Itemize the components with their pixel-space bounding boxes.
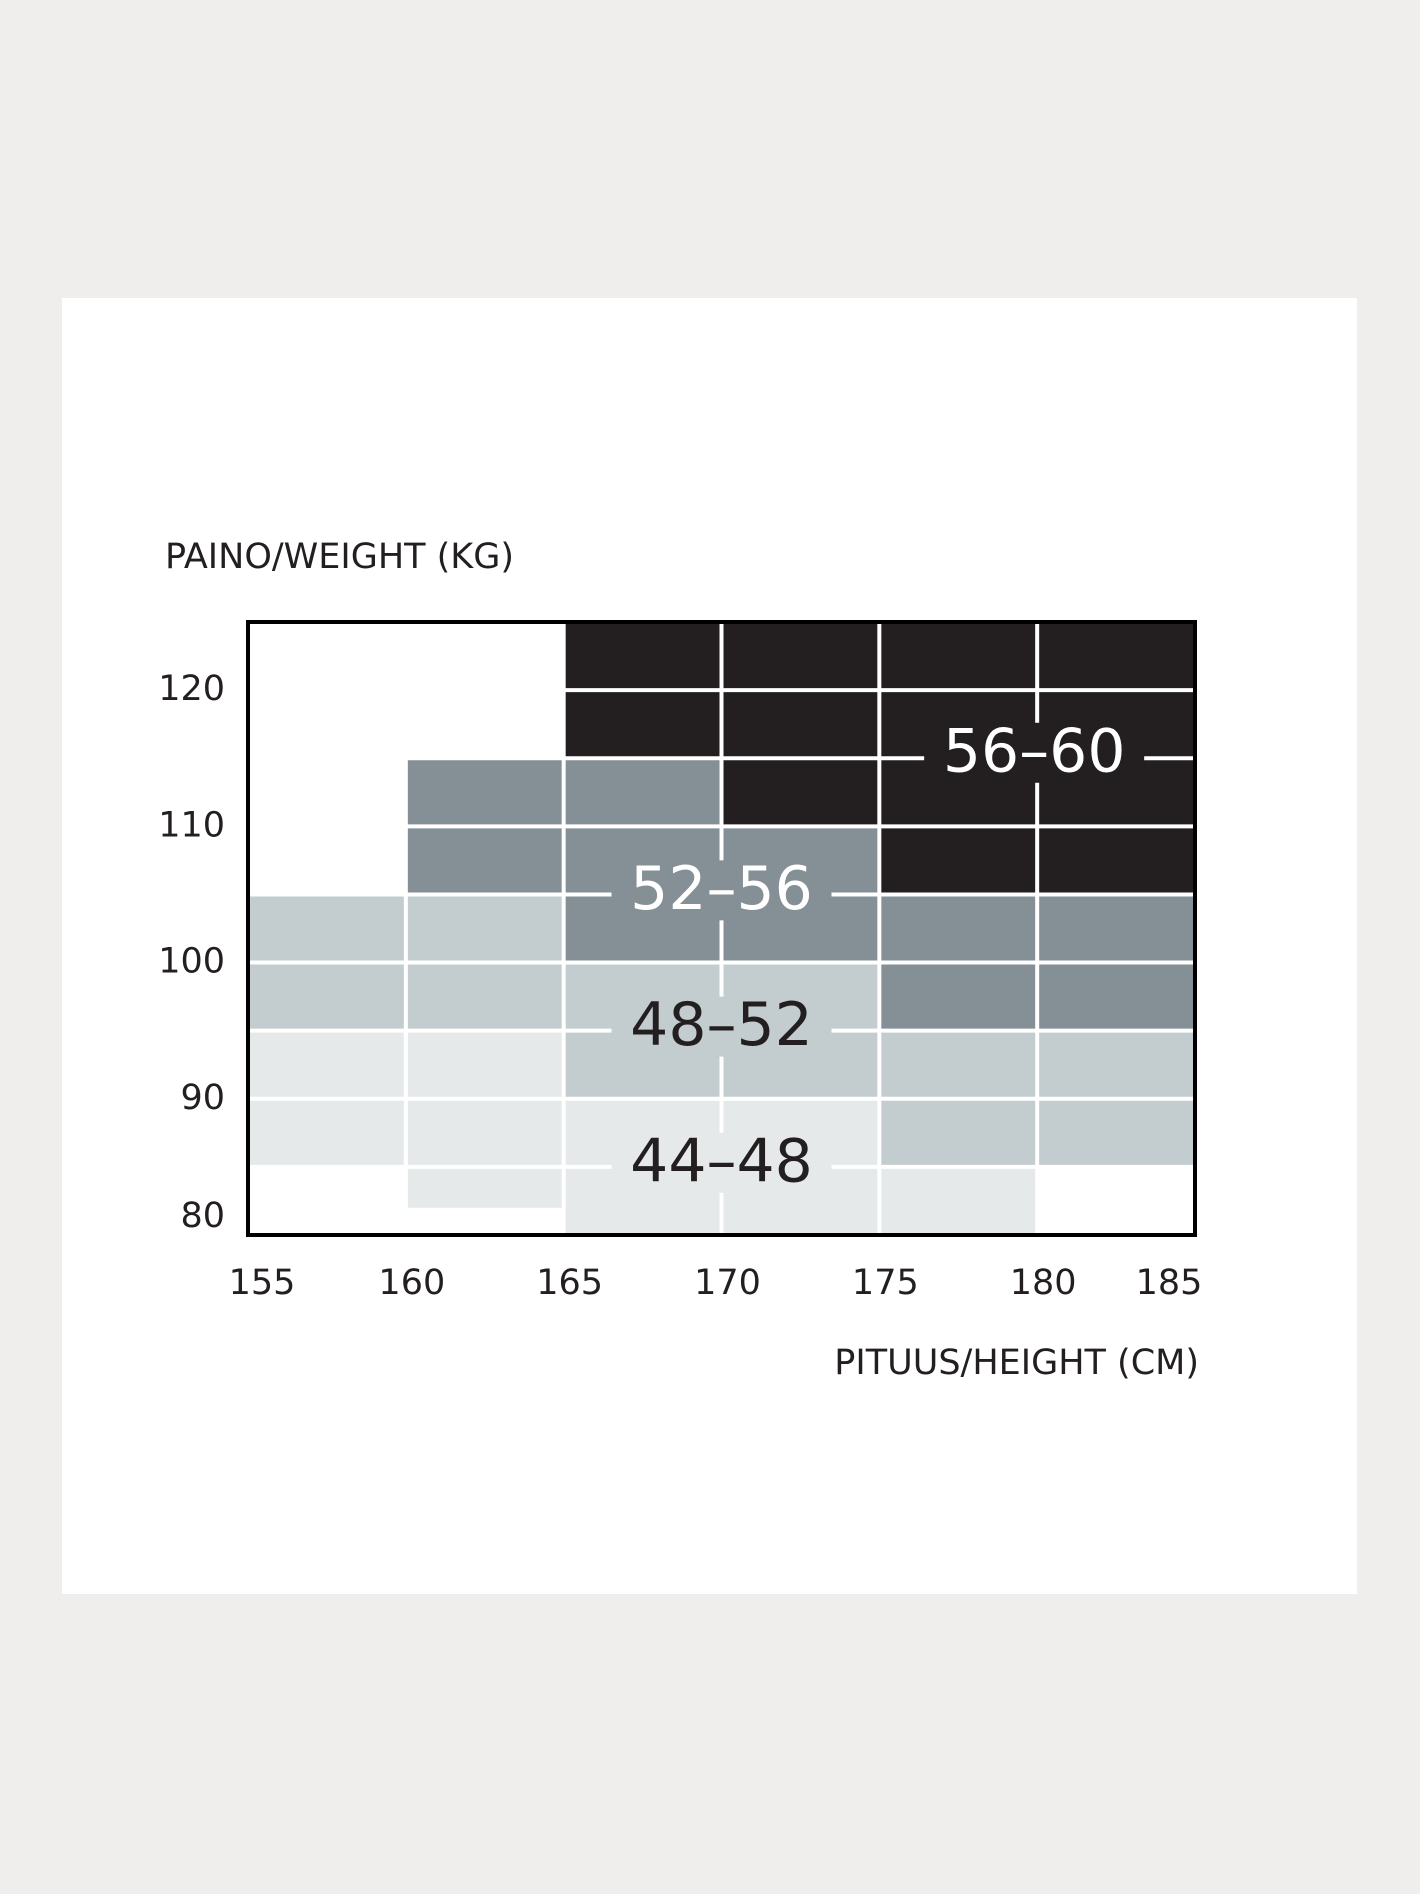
y-tick-label: 110 [158, 805, 225, 845]
zone-label: 52–56 [630, 854, 813, 924]
x-tick-label: 180 [1010, 1263, 1077, 1303]
zone-label-bg [611, 860, 832, 921]
zone-label: 48–52 [630, 990, 813, 1060]
zone-label-bg [611, 1132, 832, 1193]
x-tick-label: 175 [852, 1263, 919, 1303]
y-tick-label: 120 [158, 669, 225, 709]
x-tick-label: 155 [229, 1263, 296, 1303]
size-zone-cell [405, 1030, 564, 1208]
zone-label-bg [924, 722, 1145, 783]
zone-label-bg [611, 996, 832, 1057]
zone-label: 44–48 [630, 1126, 813, 1196]
plot-border [246, 620, 1197, 1237]
y-tick-label: 80 [180, 1196, 225, 1236]
x-axis-title: PITUUS/HEIGHT (CM) [834, 1343, 1199, 1383]
zone-label: 56–60 [943, 716, 1126, 786]
size-zone-cell [879, 1166, 1038, 1235]
x-tick-label: 165 [536, 1263, 603, 1303]
y-tick-label: 100 [158, 942, 225, 982]
size-zone-cell [721, 622, 880, 827]
x-tick-label: 160 [378, 1263, 445, 1303]
y-tick-label: 90 [180, 1078, 225, 1118]
x-tick-label: 170 [694, 1263, 761, 1303]
x-tick-label: 185 [1136, 1263, 1203, 1303]
y-axis-title: PAINO/WEIGHT (KG) [165, 537, 514, 577]
